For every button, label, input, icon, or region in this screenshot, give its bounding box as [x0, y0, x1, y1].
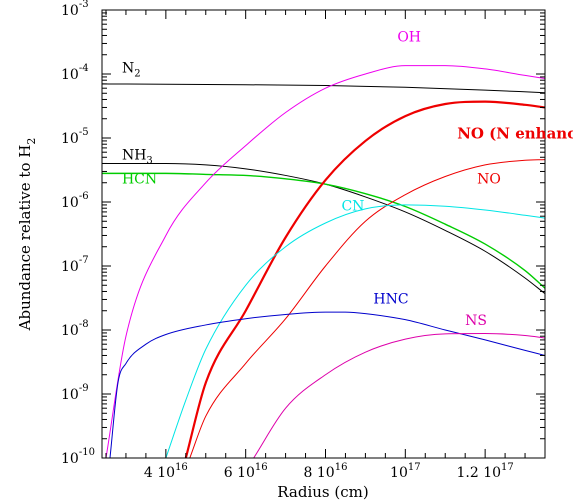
y-tick-label: 10-5 — [61, 127, 89, 147]
x-tick-label: 1.2 1017 — [457, 462, 514, 481]
x-tick-label-exp: 16 — [175, 462, 188, 473]
x-tick-label-base: 6 10 — [224, 465, 255, 481]
series-line-nh3 — [102, 162, 545, 295]
y-tick-label-base: 10 — [61, 323, 79, 339]
x-tick-label: 6 1016 — [224, 462, 268, 481]
series-label-main: NS — [465, 313, 487, 329]
series-line-n2 — [102, 83, 545, 94]
x-axis-title: Radius (cm) — [277, 483, 368, 501]
tick-layer: 4 1016 6 1016 8 1016 1017 1.2 101710-1010-91… — [61, 0, 546, 481]
x-tick-label-base: 8 10 — [304, 465, 335, 481]
y-tick-label-base: 10 — [61, 195, 79, 211]
series-label-sub: 2 — [134, 69, 140, 80]
y-tick-label: 10-3 — [61, 0, 89, 19]
label-layer: N2 NH3 HCN OH NO (N enhanced) NO CN HNC NS — [122, 30, 573, 329]
y-tick-label-base: 10 — [61, 131, 79, 147]
series-line-hnc — [109, 311, 545, 458]
y-axis-title: Abundance relative to H2 — [16, 138, 38, 332]
series-line-ns — [253, 333, 545, 458]
series-label-n2: N2 — [122, 61, 141, 80]
y-axis-title-main: Abundance relative to H — [16, 145, 34, 332]
x-tick-label-exp: 17 — [408, 462, 421, 473]
y-tick-label: 10-8 — [61, 319, 89, 339]
y-tick-label: 10-6 — [61, 191, 89, 211]
series-label-main: NO (N enhanced) — [457, 125, 573, 143]
series-label-main: NH — [122, 148, 146, 164]
series-line-no-n-enhanced — [184, 100, 545, 458]
y-tick-label-exp: -3 — [79, 0, 89, 10]
y-tick-label-base: 10 — [61, 387, 79, 403]
series-label-hcn: HCN — [122, 171, 157, 187]
series-line-cn — [165, 204, 545, 458]
y-tick-label: 10-4 — [61, 63, 89, 83]
y-tick-label-base: 10 — [61, 259, 79, 275]
series-label-sub: 3 — [146, 156, 152, 167]
y-tick-label-exp: -5 — [79, 127, 89, 138]
x-tick-label-base: 1.2 10 — [457, 465, 502, 481]
series-label-no-n-enhanced: NO (N enhanced) — [457, 125, 573, 143]
series-label-cn: CN — [341, 198, 364, 214]
series-label-main: NO — [477, 171, 501, 187]
plot-frame — [101, 9, 546, 459]
y-tick-label-exp: -7 — [79, 255, 89, 266]
series-label-main: HNC — [373, 291, 408, 307]
series-label-main: N — [122, 61, 134, 77]
y-tick-label: 10-7 — [61, 255, 89, 275]
x-tick-label-exp: 16 — [335, 462, 348, 473]
series-label-no: NO — [477, 171, 501, 187]
y-tick-label-exp: -8 — [79, 319, 89, 330]
series-label-main: CN — [341, 198, 364, 214]
y-tick-label-exp: -4 — [79, 63, 89, 74]
series-label-ns: NS — [465, 313, 487, 329]
y-tick-label-base: 10 — [61, 67, 79, 83]
y-tick-label-exp: -6 — [79, 191, 89, 202]
y-tick-label-base: 10 — [61, 451, 79, 467]
series-line-oh — [105, 65, 545, 458]
series-label-nh3: NH3 — [122, 148, 153, 167]
y-tick-label-exp: -10 — [79, 447, 95, 458]
y-tick-label-base: 10 — [61, 3, 79, 19]
series-line-hcn — [102, 172, 545, 289]
x-tick-label-exp: 16 — [255, 462, 268, 473]
series-line-no — [189, 159, 545, 458]
series-label-main: OH — [397, 30, 421, 46]
y-axis-title-sub: 2 — [25, 138, 38, 145]
y-tick-label: 10-10 — [61, 447, 95, 467]
x-tick-label-exp: 17 — [501, 462, 514, 473]
series-label-hnc: HNC — [373, 291, 408, 307]
x-tick-label: 1017 — [390, 462, 421, 481]
y-tick-label: 10-9 — [61, 383, 89, 403]
series-layer — [102, 65, 545, 458]
x-tick-label: 4 1016 — [144, 462, 188, 481]
x-tick-label-base: 4 10 — [144, 465, 175, 481]
y-tick-label-exp: -9 — [79, 383, 89, 394]
series-label-main: HCN — [122, 171, 157, 187]
x-tick-label: 8 1016 — [304, 462, 348, 481]
series-label-oh: OH — [397, 30, 421, 46]
x-tick-label-base: 10 — [390, 465, 408, 481]
